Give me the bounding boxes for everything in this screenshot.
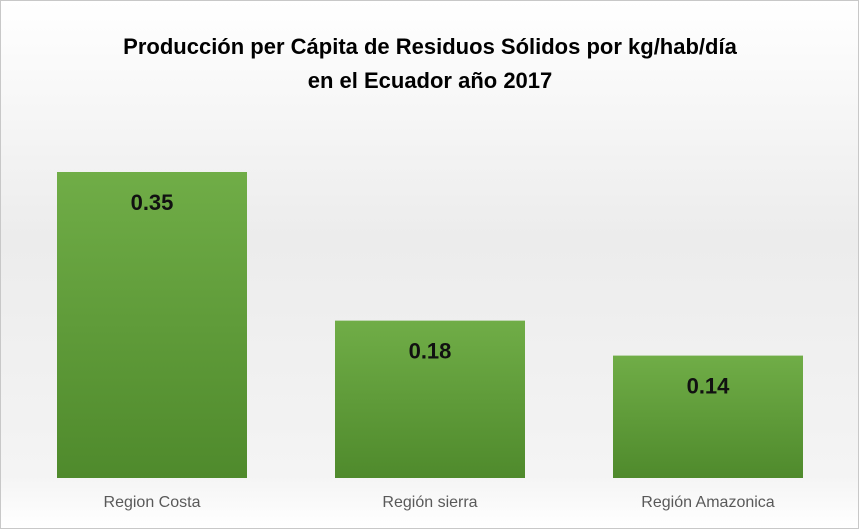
- x-tick-label: Región Amazonica: [641, 494, 775, 511]
- x-tick-label: Región sierra: [382, 494, 477, 511]
- data-label: 0.14: [687, 373, 731, 398]
- bar: [57, 172, 247, 478]
- x-tick-label: Region Costa: [104, 494, 201, 511]
- data-label: 0.18: [409, 338, 452, 363]
- chart-title: Producción per Cápita de Residuos Sólido…: [123, 34, 737, 93]
- data-label: 0.35: [131, 190, 174, 215]
- bar: [613, 355, 803, 478]
- bar: [335, 320, 525, 478]
